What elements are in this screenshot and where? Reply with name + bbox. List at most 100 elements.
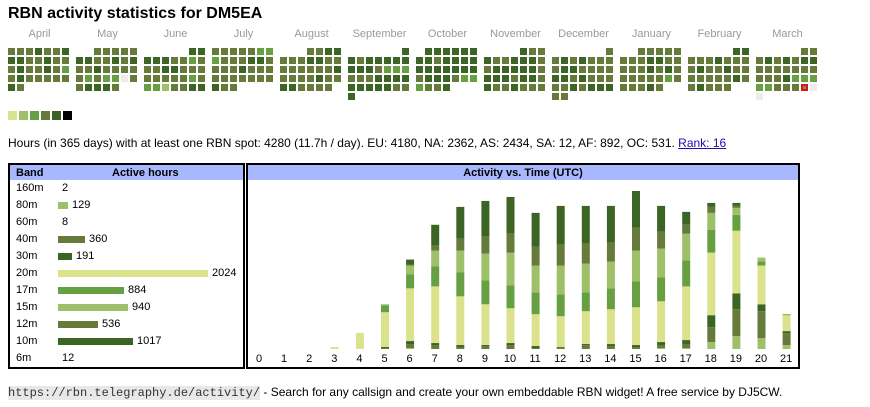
calendar-day[interactable] [384,75,391,82]
calendar-day[interactable] [85,66,92,73]
calendar-day[interactable] [384,84,391,91]
calendar-day[interactable] [35,57,42,64]
calendar-day[interactable] [221,48,228,55]
calendar-day[interactable] [348,66,355,73]
calendar-day[interactable] [443,84,450,91]
calendar-day[interactable] [656,84,663,91]
calendar-day[interactable] [697,57,704,64]
calendar-day[interactable] [520,48,527,55]
calendar-day[interactable] [647,66,654,73]
calendar-day[interactable] [121,66,128,73]
calendar-day[interactable] [8,48,15,55]
calendar-day[interactable] [656,66,663,73]
calendar-day[interactable] [112,84,119,91]
calendar-day[interactable] [171,84,178,91]
footer-url[interactable]: https://rbn.telegraphy.de/activity/ [8,386,261,400]
calendar-day[interactable] [230,48,237,55]
calendar-day[interactable] [289,57,296,64]
calendar-day[interactable] [112,48,119,55]
calendar-day[interactable] [307,66,314,73]
calendar-day[interactable] [443,57,450,64]
calendar-day[interactable] [783,84,790,91]
calendar-day[interactable] [452,48,459,55]
calendar-day[interactable] [742,75,749,82]
calendar-day[interactable] [470,66,477,73]
calendar-day[interactable] [112,57,119,64]
calendar-day[interactable] [230,84,237,91]
calendar-day[interactable] [674,66,681,73]
calendar-day[interactable] [384,66,391,73]
calendar-day[interactable] [198,84,205,91]
calendar-day[interactable] [307,48,314,55]
calendar-day[interactable] [647,57,654,64]
calendar-day[interactable] [570,57,577,64]
calendar-day[interactable] [62,48,69,55]
calendar-day[interactable] [425,66,432,73]
calendar-day[interactable] [588,75,595,82]
calendar-day[interactable] [162,66,169,73]
calendar-day[interactable] [570,75,577,82]
calendar-day[interactable] [94,66,101,73]
calendar-day[interactable] [8,75,15,82]
calendar-day[interactable] [538,75,545,82]
calendar-day[interactable] [198,48,205,55]
calendar-day[interactable] [348,57,355,64]
calendar-day[interactable] [484,66,491,73]
calendar-day[interactable] [257,57,264,64]
calendar-day[interactable] [484,57,491,64]
calendar-day[interactable] [357,75,364,82]
calendar-day[interactable] [316,75,323,82]
calendar-day[interactable] [606,57,613,64]
calendar-day[interactable] [511,57,518,64]
calendar-day[interactable] [674,75,681,82]
calendar-day[interactable] [765,84,772,91]
calendar-day[interactable] [629,66,636,73]
calendar-day[interactable] [266,75,273,82]
calendar-day[interactable] [239,66,246,73]
calendar-day[interactable] [325,84,332,91]
calendar-day[interactable] [724,75,731,82]
calendar-day[interactable] [620,84,627,91]
calendar-day[interactable] [53,66,60,73]
calendar-day[interactable] [307,84,314,91]
calendar-day[interactable] [715,66,722,73]
calendar-day[interactable] [538,57,545,64]
calendar-day[interactable] [393,57,400,64]
calendar-day[interactable] [801,75,808,82]
calendar-day[interactable] [248,66,255,73]
calendar-day[interactable] [198,75,205,82]
calendar-day[interactable] [742,66,749,73]
calendar-day[interactable] [597,66,604,73]
calendar-day[interactable] [724,57,731,64]
calendar-day[interactable] [230,75,237,82]
calendar-day[interactable] [85,57,92,64]
calendar-day[interactable] [280,84,287,91]
calendar-day[interactable] [221,75,228,82]
calendar-day[interactable] [180,66,187,73]
calendar-day[interactable] [348,75,355,82]
calendar-day[interactable] [756,84,763,91]
calendar-day[interactable] [316,57,323,64]
calendar-day[interactable] [348,84,355,91]
calendar-day[interactable] [298,66,305,73]
calendar-day[interactable] [44,57,51,64]
calendar-day[interactable] [688,57,695,64]
calendar-day[interactable] [375,84,382,91]
calendar-day[interactable] [153,75,160,82]
calendar-day[interactable] [529,57,536,64]
calendar-day[interactable] [416,75,423,82]
calendar-day[interactable] [112,66,119,73]
calendar-day[interactable] [620,75,627,82]
calendar-day[interactable] [357,66,364,73]
calendar-day[interactable] [425,75,432,82]
calendar-day[interactable] [715,57,722,64]
calendar-day[interactable] [810,66,817,73]
calendar-day[interactable] [357,57,364,64]
calendar-day[interactable] [552,57,559,64]
calendar-day[interactable] [810,75,817,82]
calendar-day[interactable] [212,48,219,55]
calendar-day[interactable] [688,84,695,91]
calendar-day[interactable] [103,57,110,64]
calendar-day[interactable] [774,75,781,82]
calendar-day[interactable] [121,48,128,55]
